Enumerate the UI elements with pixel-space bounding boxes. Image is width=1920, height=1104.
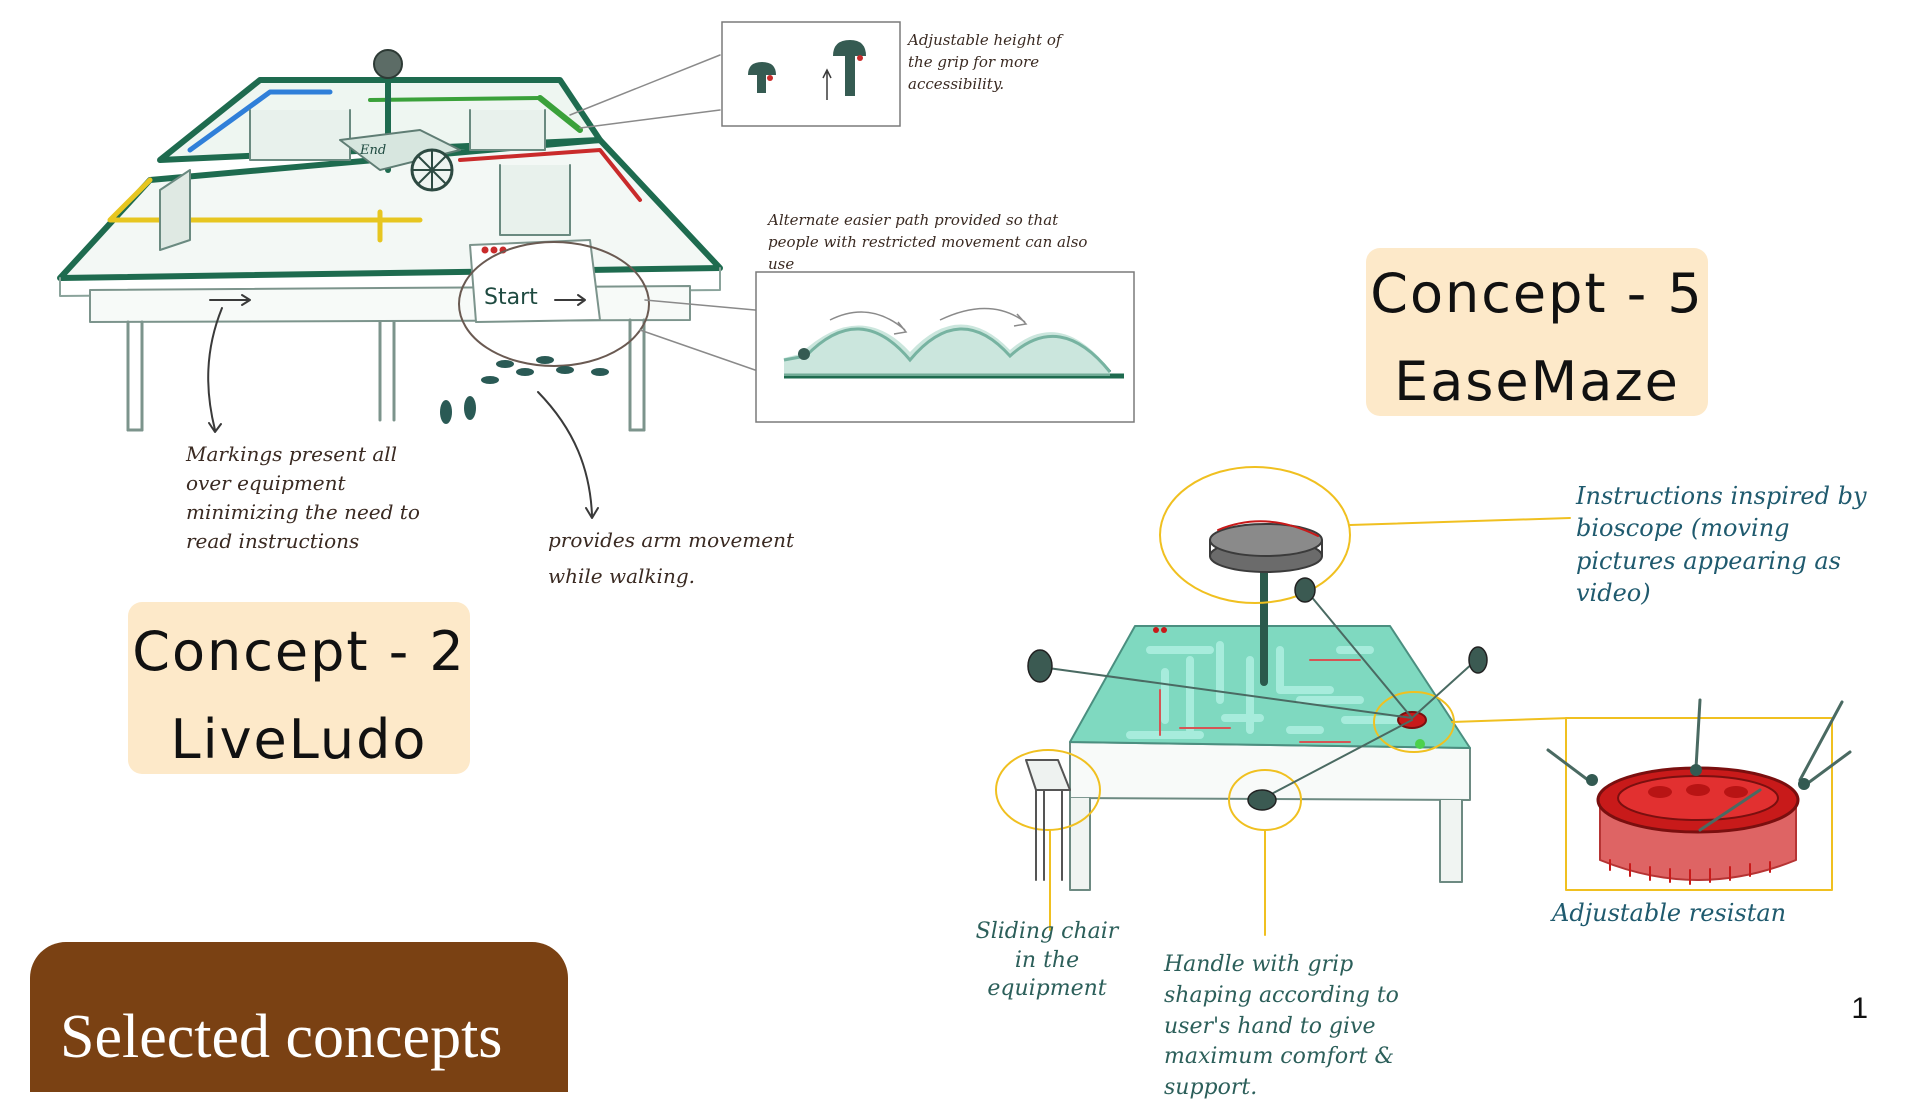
- chair-annotation: Sliding chair in the equipment: [975, 919, 1119, 1002]
- slide-title: Selected concepts: [60, 1003, 503, 1071]
- page-number: 1: [1851, 992, 1868, 1025]
- markings-annotation: Markings present all over equipment mini…: [186, 442, 420, 553]
- concept-name: LiveLudo: [170, 708, 428, 771]
- grip-inset: [721, 21, 901, 127]
- path-inset: [755, 271, 1135, 423]
- end-label: End: [360, 143, 387, 158]
- concept-card-easemaze: Concept - 5 EaseMaze: [1366, 248, 1708, 416]
- arm-movement-annotation: provides arm movement while walking.: [548, 528, 795, 588]
- concept-number: Concept - 5: [1370, 262, 1704, 325]
- alternate-path-annotation: Alternate easier path provided so that p…: [768, 211, 1088, 273]
- concept-sketches: [57, 21, 1852, 936]
- instructions-annotation: Instructions inspired by bioscope (movin…: [1576, 482, 1867, 608]
- start-label: Start: [484, 285, 538, 310]
- slide: End Start Adjustable height of the grip …: [30, 21, 1868, 1100]
- easemaze-sketch: [995, 466, 1852, 936]
- slide-title-tab: Selected concepts: [30, 942, 568, 1092]
- liveludo-sketch: [57, 49, 756, 519]
- concept-name: EaseMaze: [1394, 350, 1680, 413]
- handle-annotation: Handle with grip shaping according to us…: [1164, 952, 1399, 1101]
- concept-number: Concept - 2: [132, 620, 466, 683]
- resistance-annotation: Adjustable resistan: [1552, 899, 1787, 927]
- grip-annotation: Adjustable height of the grip for more a…: [908, 31, 1062, 93]
- concept-card-liveludo: Concept - 2 LiveLudo: [128, 602, 470, 774]
